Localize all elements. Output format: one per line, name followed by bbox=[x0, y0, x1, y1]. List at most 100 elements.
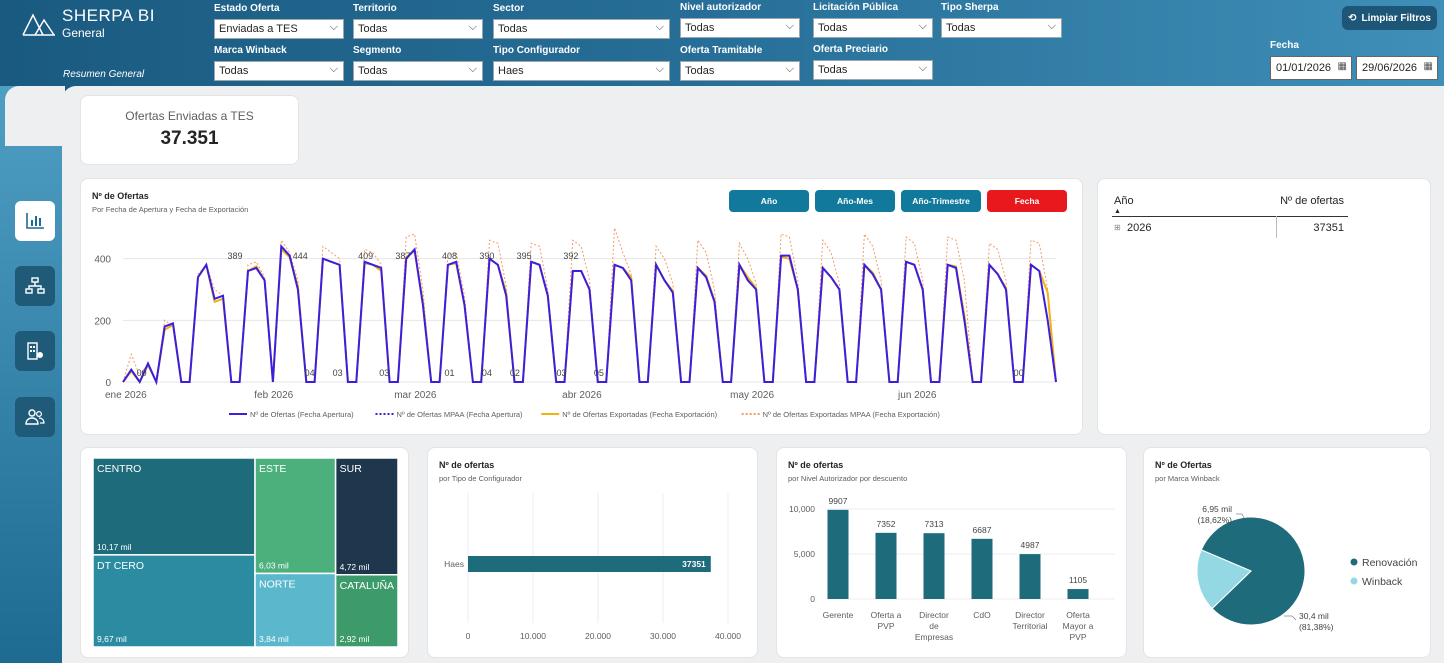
data-label: 03 bbox=[379, 368, 389, 378]
filter-label: Oferta Preciario bbox=[813, 44, 889, 55]
x-tick-label: abr 2026 bbox=[562, 390, 602, 401]
dropdown-licitacion-publica[interactable]: Todas ⌵ bbox=[813, 18, 933, 38]
x-category-label: Director bbox=[1015, 610, 1045, 620]
date-from-input[interactable]: 01/01/2026 ▦ bbox=[1270, 56, 1352, 80]
dropdown-segmento[interactable]: Todas ⌵ bbox=[353, 61, 483, 81]
pie-slice-winback bbox=[1196, 549, 1252, 610]
period-button-ano-trimestre[interactable]: Año-Trimestre bbox=[901, 190, 981, 212]
dropdown-value: Todas bbox=[498, 23, 528, 35]
dropdown-estado-oferta[interactable]: Enviadas a TES ⌵ bbox=[214, 19, 344, 39]
nav-button-buildings[interactable] bbox=[15, 331, 55, 371]
dropdown-oferta-preciario[interactable]: Todas ⌵ bbox=[813, 60, 933, 80]
table-row[interactable]: ⊞ 2026 37351 bbox=[1112, 216, 1348, 240]
legend-label: Nº de Ofertas MPAA (Fecha Apertura) bbox=[397, 410, 523, 419]
date-to-input[interactable]: 29/06/2026 ▦ bbox=[1356, 56, 1438, 80]
dropdown-territorio[interactable]: Todas ⌵ bbox=[353, 19, 483, 39]
pie-data-label: 30,4 mil bbox=[1299, 611, 1329, 621]
dropdown-tipo-sherpa[interactable]: Todas ⌵ bbox=[941, 18, 1062, 38]
calendar-icon: ▦ bbox=[1423, 61, 1433, 72]
chevron-down-icon: ⌵ bbox=[785, 20, 794, 32]
treemap-chart: CENTRO 10,17 mil DT CERO 9,67 mil ESTE 6,03 m… bbox=[92, 457, 399, 648]
data-label: 00 bbox=[1014, 368, 1024, 378]
period-button-ano[interactable]: Año bbox=[729, 190, 809, 212]
dropdown-value: Todas bbox=[818, 22, 848, 34]
nav-button-hierarchy[interactable] bbox=[15, 266, 55, 306]
expand-icon[interactable]: ⊞ bbox=[1114, 223, 1121, 232]
dropdown-oferta-tramitable[interactable]: Todas ⌵ bbox=[680, 61, 800, 81]
chevron-down-icon: ⌵ bbox=[329, 21, 338, 33]
data-label: 408 bbox=[442, 251, 457, 261]
dropdown-tipo-configurador[interactable]: Haes ⌵ bbox=[493, 61, 670, 81]
pie-data-label: (81,38%) bbox=[1299, 622, 1334, 632]
users-icon bbox=[25, 409, 45, 425]
org-chart-icon bbox=[25, 277, 45, 294]
legend-marker bbox=[1350, 558, 1358, 566]
period-button-ano-mes[interactable]: Año-Mes bbox=[815, 190, 895, 212]
bar-2 bbox=[923, 533, 945, 599]
x-tick-label: 40.000 bbox=[715, 631, 741, 641]
x-category-label: Director bbox=[919, 610, 949, 620]
dropdown-marca-winback[interactable]: Todas ⌵ bbox=[214, 61, 344, 81]
x-tick-label: 10.000 bbox=[520, 631, 546, 641]
legend-label: Nº de Ofertas (Fecha Apertura) bbox=[250, 410, 354, 419]
x-category-label: de bbox=[929, 621, 939, 631]
data-label: 05 bbox=[594, 368, 604, 378]
data-label: 01 bbox=[445, 368, 455, 378]
kpi-value: 37.351 bbox=[160, 128, 219, 149]
bar-chart-icon bbox=[26, 213, 44, 229]
filter-segmento: Segmento Todas ⌵ bbox=[353, 44, 483, 81]
x-tick-label: 30.000 bbox=[650, 631, 676, 641]
data-label: 395 bbox=[517, 251, 532, 261]
x-tick-label: 20.000 bbox=[585, 631, 611, 641]
table-cell-year: 2026 bbox=[1127, 222, 1152, 234]
dropdown-value: Todas bbox=[685, 22, 715, 34]
sort-ascending-icon[interactable]: ▲ bbox=[1114, 208, 1121, 215]
table-header-year[interactable]: Año bbox=[1114, 195, 1134, 207]
kpi-label: Ofertas Enviadas a TES bbox=[125, 109, 254, 123]
building-icon bbox=[27, 342, 43, 360]
x-category-label: Mayor a bbox=[1063, 621, 1094, 631]
y-tick-label: 400 bbox=[94, 255, 111, 266]
x-tick-label: mar 2026 bbox=[394, 390, 437, 401]
table-header-ofertas[interactable]: Nº de ofertas bbox=[1280, 195, 1344, 207]
x-category-label: PVP bbox=[877, 621, 894, 631]
filter-label: Estado Oferta bbox=[214, 3, 280, 14]
nav-button-charts[interactable] bbox=[15, 201, 55, 241]
configurador-chart-subtitle: por Tipo de Configurador bbox=[439, 474, 522, 483]
data-label: 387 bbox=[395, 251, 410, 261]
data-label: 03 bbox=[333, 368, 343, 378]
treemap-card: CENTRO 10,17 mil DT CERO 9,67 mil ESTE 6,03 m… bbox=[80, 447, 409, 658]
period-button-fecha[interactable]: Fecha bbox=[987, 190, 1067, 212]
line-chart-card: Nº de Ofertas Por Fecha de Apertura y Fe… bbox=[80, 178, 1083, 435]
data-label: 02 bbox=[510, 368, 520, 378]
dropdown-sector[interactable]: Todas ⌵ bbox=[493, 19, 670, 39]
bar-4 bbox=[1019, 554, 1041, 599]
x-tick-label: 0 bbox=[466, 631, 471, 641]
dropdown-nivel-autorizador[interactable]: Todas ⌵ bbox=[680, 18, 800, 38]
data-label: 444 bbox=[293, 251, 308, 261]
data-label: 04 bbox=[305, 368, 315, 378]
clear-filters-button[interactable]: ⟲ Limpiar Filtros bbox=[1342, 6, 1437, 30]
bar-data-label: 1105 bbox=[1069, 575, 1088, 585]
data-label: 390 bbox=[479, 251, 494, 261]
filter-label: Tipo Sherpa bbox=[941, 2, 999, 13]
date-to-value: 29/06/2026 bbox=[1362, 62, 1418, 74]
chevron-down-icon: ⌵ bbox=[918, 20, 927, 32]
winback-pie-chart: 30,4 mil(81,38%) 6,95 mil(18,62%) Renovaci… bbox=[1196, 504, 1418, 632]
treemap-cell-este bbox=[254, 457, 337, 575]
nav-button-users[interactable] bbox=[15, 397, 55, 437]
filter-label: Oferta Tramitable bbox=[680, 45, 763, 56]
treemap-category-label: DT CERO bbox=[97, 560, 144, 572]
data-label: 392 bbox=[563, 251, 578, 261]
reset-icon: ⟲ bbox=[1348, 12, 1357, 24]
data-label: 03 bbox=[557, 368, 567, 378]
bar-5 bbox=[1067, 589, 1089, 599]
dropdown-value: Todas bbox=[219, 65, 249, 77]
x-category-label: Territorial bbox=[1013, 621, 1048, 631]
bar-data-label: 7352 bbox=[877, 519, 896, 529]
filter-oferta-preciario: Oferta Preciario Todas ⌵ bbox=[813, 43, 933, 80]
y-category-label: Haes bbox=[444, 559, 464, 569]
legend-label: Nº de Ofertas Exportadas (Fecha Exportac… bbox=[562, 410, 717, 419]
y-tick-label: 200 bbox=[94, 316, 111, 327]
